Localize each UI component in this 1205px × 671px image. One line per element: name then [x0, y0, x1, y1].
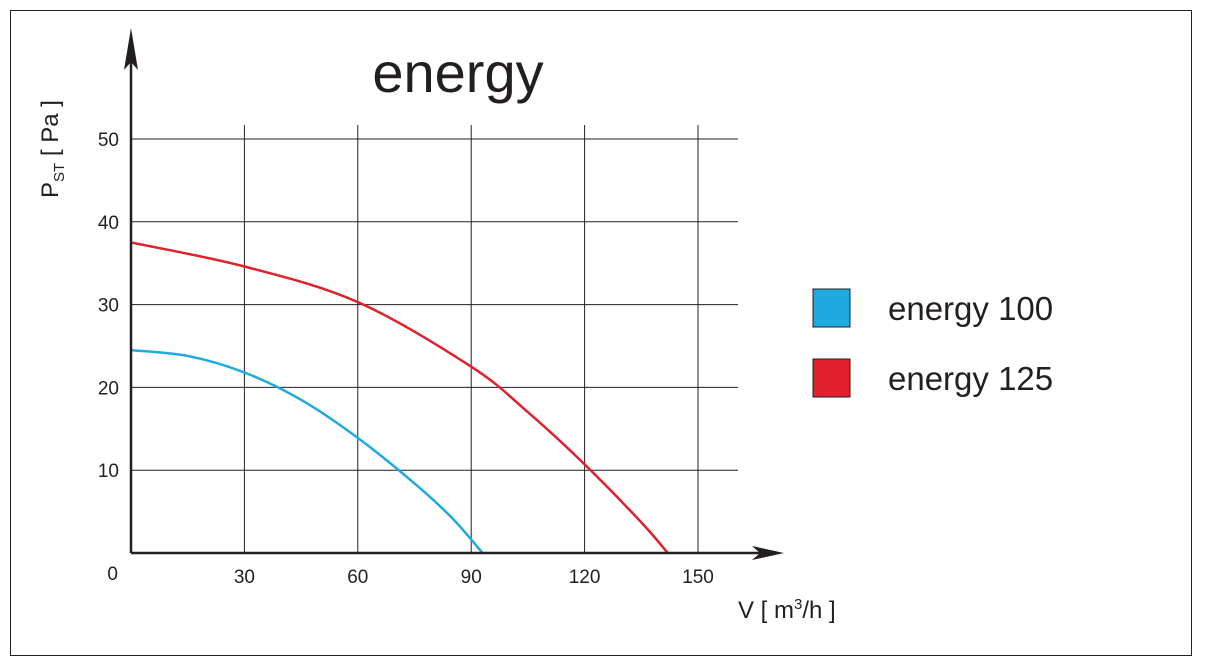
legend-label-1: energy 100	[888, 290, 1053, 327]
x-axis-arrow-icon	[752, 546, 784, 560]
series-line-1	[131, 348, 484, 554]
x-axis-tail: /h ]	[802, 597, 835, 624]
y-tick-label: 10	[98, 461, 119, 482]
legend-swatch-1	[812, 288, 851, 328]
legend-label-2: energy 125	[888, 360, 1053, 397]
y-axis-unit: [ Pa ]	[37, 100, 64, 163]
x-tick-label: 60	[347, 567, 368, 588]
x-axis-superscript: 3	[794, 596, 802, 613]
y-axis-arrow-icon	[124, 28, 138, 70]
x-tick-label: 150	[682, 567, 714, 588]
x-tick-label: 30	[234, 567, 255, 588]
ticks: 10 20 30 40 50 30 60 90 120 150	[98, 130, 714, 588]
x-tick-label: 90	[461, 567, 482, 588]
y-tick-label: 40	[98, 213, 119, 234]
y-tick-label: 20	[98, 378, 119, 399]
chart-title: energy	[372, 41, 543, 104]
y-tick-label: 30	[98, 296, 119, 317]
y-tick-label: 50	[98, 130, 119, 151]
y-axis-subscript: ST	[51, 163, 68, 182]
legend-swatch-2	[812, 358, 851, 398]
legend: energy 100 energy 125	[812, 288, 1053, 398]
chart-frame	[10, 10, 1192, 656]
curves	[131, 241, 669, 554]
x-axis-main: V [ m	[738, 597, 794, 624]
x-axis-label: V [ m3/h ]	[738, 596, 836, 624]
series-line-2	[131, 241, 669, 554]
grid	[131, 125, 738, 553]
x-tick-label: 120	[569, 567, 601, 588]
y-axis-symbol: P	[37, 182, 64, 198]
origin-label: 0	[107, 564, 118, 585]
y-axis-label: PST [ Pa ]	[37, 100, 68, 198]
